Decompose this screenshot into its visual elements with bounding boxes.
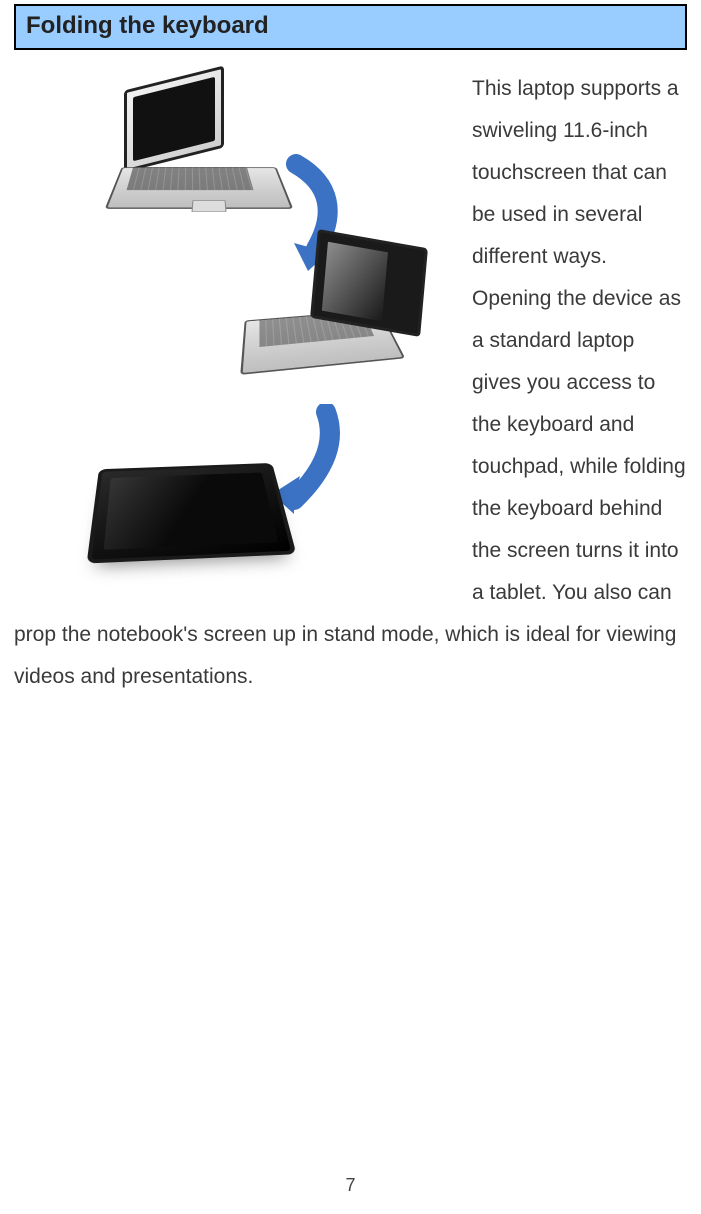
step-laptop-open-icon: [114, 78, 294, 228]
page-number: 7: [0, 1175, 701, 1196]
content-area: This laptop supports a swiveling 11.6-in…: [14, 68, 687, 698]
section-title: Folding the keyboard: [26, 12, 675, 40]
page: Folding the keyboard: [0, 4, 701, 1214]
folding-sequence-figure: [14, 68, 454, 608]
section-header: Folding the keyboard: [14, 4, 687, 50]
step-tent-transition-icon: [244, 238, 434, 428]
step-tablet-mode-icon: [94, 448, 294, 598]
